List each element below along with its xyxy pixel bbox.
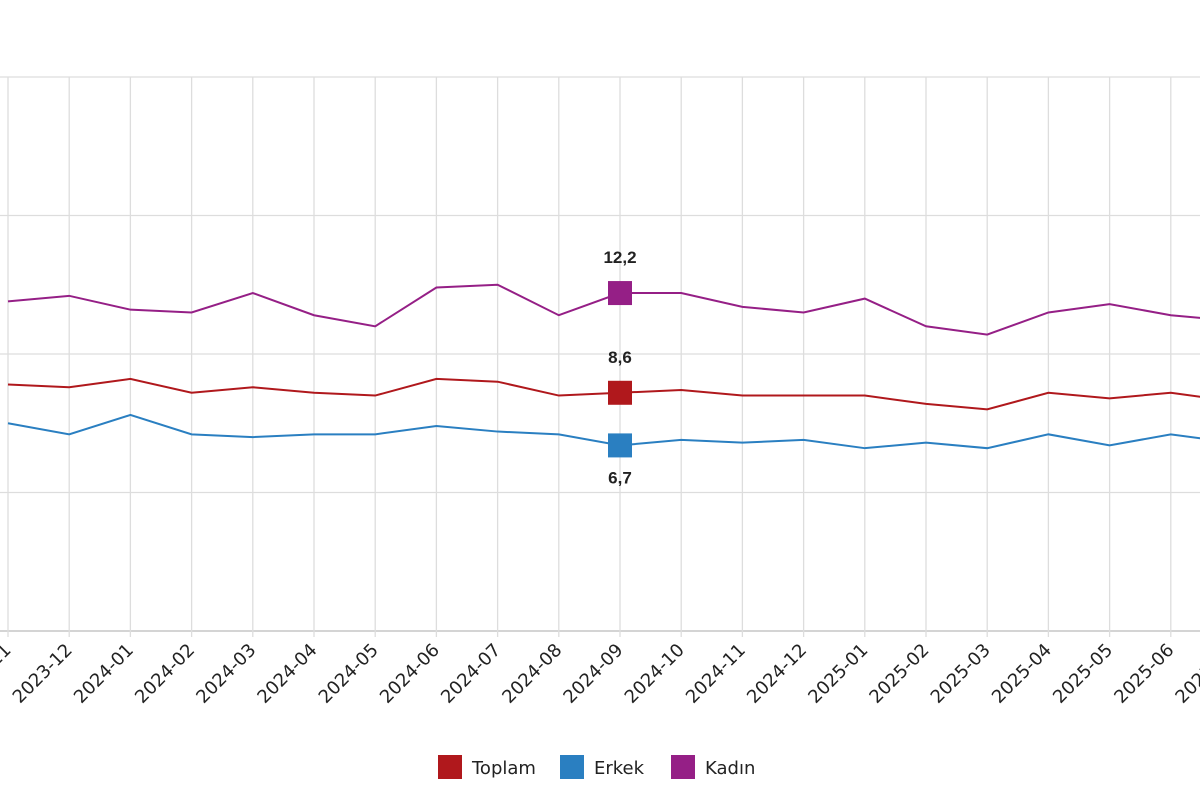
x-tick-label: 2024-08 [498, 640, 566, 708]
legend-swatch [671, 755, 695, 779]
x-tick-label: 2025-03 [927, 640, 995, 708]
x-tick-label: 2024-07 [437, 640, 505, 708]
x-tick-label: 2024-04 [253, 640, 321, 708]
value-label: 6,7 [608, 468, 632, 487]
legend-swatch [560, 755, 584, 779]
legend-label: Kadın [705, 758, 755, 779]
value-label: 12,2 [603, 248, 636, 267]
x-tick-label: 2024-05 [315, 640, 383, 708]
x-tick-label: 2025-01 [804, 640, 872, 708]
series-line [7, 377, 1200, 411]
x-tick-label: 2024-09 [559, 640, 627, 708]
x-tick-label: 2025-04 [988, 640, 1056, 708]
x-tick-label: 2023-12 [9, 640, 77, 708]
x-tick-label: 2025-06 [1110, 640, 1178, 708]
series-line [7, 413, 1200, 450]
series-line [7, 283, 1200, 336]
x-tick-label: 2025-07 [1171, 640, 1200, 708]
legend-label: Toplam [471, 758, 536, 779]
x-tick-label: 2025-02 [865, 640, 933, 708]
x-tick-label: 2024-01 [70, 640, 138, 708]
x-tick-label: 2025-05 [1049, 640, 1117, 708]
legend-swatch [438, 755, 462, 779]
highlight-marker [608, 380, 632, 405]
value-label: 8,6 [608, 348, 632, 367]
x-tick-label: 2024-11 [682, 640, 750, 708]
x-tick-label: 2024-12 [743, 640, 811, 708]
x-tick-label: 2024-03 [192, 640, 260, 708]
x-tick-label: 2024-10 [621, 640, 689, 708]
highlight-marker [608, 281, 632, 306]
legend-label: Erkek [594, 758, 645, 779]
x-tick-label: 2024-06 [376, 640, 444, 708]
highlight-marker [608, 433, 632, 458]
x-tick-label: 2024-02 [131, 640, 199, 708]
